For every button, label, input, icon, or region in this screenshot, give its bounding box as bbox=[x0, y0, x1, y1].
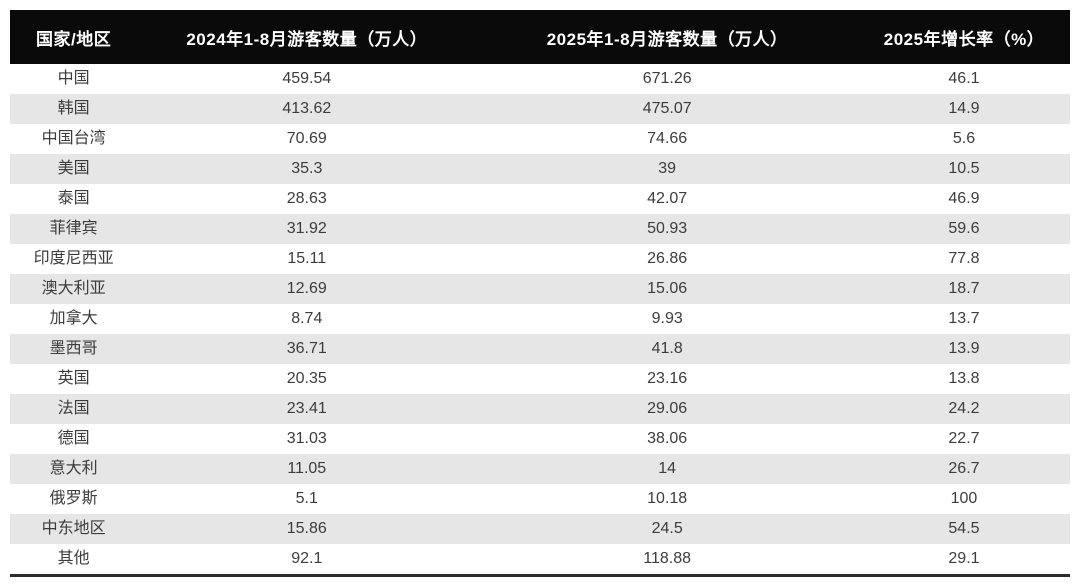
cell-growth-rate: 10.5 bbox=[857, 154, 1070, 184]
cell-region: 菲律宾 bbox=[10, 214, 138, 244]
cell-growth-rate: 13.9 bbox=[857, 334, 1070, 364]
cell-2025-count: 74.66 bbox=[476, 124, 858, 154]
table-row: 泰国 28.63 42.07 46.9 bbox=[10, 184, 1070, 214]
cell-growth-rate: 54.5 bbox=[857, 514, 1070, 544]
table-row: 墨西哥 36.71 41.8 13.9 bbox=[10, 334, 1070, 364]
cell-2025-count: 50.93 bbox=[476, 214, 858, 244]
cell-2024-count: 70.69 bbox=[137, 124, 477, 154]
cell-region: 其他 bbox=[10, 544, 138, 576]
cell-2025-count: 26.86 bbox=[476, 244, 858, 274]
cell-2025-count: 10.18 bbox=[476, 484, 858, 514]
cell-2024-count: 413.62 bbox=[137, 94, 477, 124]
cell-growth-rate: 13.8 bbox=[857, 364, 1070, 394]
cell-region: 澳大利亚 bbox=[10, 274, 138, 304]
cell-2024-count: 15.11 bbox=[137, 244, 477, 274]
cell-2025-count: 41.8 bbox=[476, 334, 858, 364]
cell-2025-count: 29.06 bbox=[476, 394, 858, 424]
cell-2024-count: 31.92 bbox=[137, 214, 477, 244]
cell-2025-count: 38.06 bbox=[476, 424, 858, 454]
table-row: 菲律宾 31.92 50.93 59.6 bbox=[10, 214, 1070, 244]
table-row: 法国 23.41 29.06 24.2 bbox=[10, 394, 1070, 424]
table-row: 中国台湾 70.69 74.66 5.6 bbox=[10, 124, 1070, 154]
cell-region: 泰国 bbox=[10, 184, 138, 214]
cell-2024-count: 11.05 bbox=[137, 454, 477, 484]
cell-2025-count: 475.07 bbox=[476, 94, 858, 124]
table-row: 俄罗斯 5.1 10.18 100 bbox=[10, 484, 1070, 514]
cell-growth-rate: 46.1 bbox=[857, 64, 1070, 94]
table-row: 澳大利亚 12.69 15.06 18.7 bbox=[10, 274, 1070, 304]
cell-2024-count: 8.74 bbox=[137, 304, 477, 334]
cell-2025-count: 671.26 bbox=[476, 64, 858, 94]
cell-region: 英国 bbox=[10, 364, 138, 394]
cell-2024-count: 20.35 bbox=[137, 364, 477, 394]
cell-2025-count: 15.06 bbox=[476, 274, 858, 304]
cell-2025-count: 9.93 bbox=[476, 304, 858, 334]
cell-growth-rate: 46.9 bbox=[857, 184, 1070, 214]
table-row: 德国 31.03 38.06 22.7 bbox=[10, 424, 1070, 454]
table-row: 其他 92.1 118.88 29.1 bbox=[10, 544, 1070, 576]
tourist-table-container: 国家/地区 2024年1-8月游客数量（万人） 2025年1-8月游客数量（万人… bbox=[10, 10, 1070, 577]
table-row: 韩国 413.62 475.07 14.9 bbox=[10, 94, 1070, 124]
table-row: 意大利 11.05 14 26.7 bbox=[10, 454, 1070, 484]
cell-growth-rate: 59.6 bbox=[857, 214, 1070, 244]
table-header: 国家/地区 2024年1-8月游客数量（万人） 2025年1-8月游客数量（万人… bbox=[10, 10, 1070, 64]
cell-region: 法国 bbox=[10, 394, 138, 424]
cell-region: 俄罗斯 bbox=[10, 484, 138, 514]
cell-growth-rate: 29.1 bbox=[857, 544, 1070, 576]
cell-growth-rate: 5.6 bbox=[857, 124, 1070, 154]
table-row: 印度尼西亚 15.11 26.86 77.8 bbox=[10, 244, 1070, 274]
cell-2024-count: 92.1 bbox=[137, 544, 477, 576]
cell-growth-rate: 100 bbox=[857, 484, 1070, 514]
cell-growth-rate: 22.7 bbox=[857, 424, 1070, 454]
cell-region: 美国 bbox=[10, 154, 138, 184]
cell-2025-count: 42.07 bbox=[476, 184, 858, 214]
cell-growth-rate: 13.7 bbox=[857, 304, 1070, 334]
cell-growth-rate: 26.7 bbox=[857, 454, 1070, 484]
cell-region: 墨西哥 bbox=[10, 334, 138, 364]
cell-region: 意大利 bbox=[10, 454, 138, 484]
header-2025-count: 2025年1-8月游客数量（万人） bbox=[476, 10, 858, 64]
cell-2024-count: 35.3 bbox=[137, 154, 477, 184]
cell-region: 中国台湾 bbox=[10, 124, 138, 154]
cell-2025-count: 24.5 bbox=[476, 514, 858, 544]
cell-2024-count: 36.71 bbox=[137, 334, 477, 364]
header-2024-count: 2024年1-8月游客数量（万人） bbox=[137, 10, 477, 64]
cell-region: 加拿大 bbox=[10, 304, 138, 334]
cell-2025-count: 23.16 bbox=[476, 364, 858, 394]
cell-growth-rate: 24.2 bbox=[857, 394, 1070, 424]
cell-region: 中东地区 bbox=[10, 514, 138, 544]
table-row: 加拿大 8.74 9.93 13.7 bbox=[10, 304, 1070, 334]
tourist-data-table: 国家/地区 2024年1-8月游客数量（万人） 2025年1-8月游客数量（万人… bbox=[10, 10, 1070, 577]
cell-region: 印度尼西亚 bbox=[10, 244, 138, 274]
header-region: 国家/地区 bbox=[10, 10, 138, 64]
header-growth-rate: 2025年增长率（%） bbox=[857, 10, 1070, 64]
cell-2024-count: 31.03 bbox=[137, 424, 477, 454]
cell-2024-count: 12.69 bbox=[137, 274, 477, 304]
table-row: 英国 20.35 23.16 13.8 bbox=[10, 364, 1070, 394]
cell-2025-count: 39 bbox=[476, 154, 858, 184]
cell-2025-count: 14 bbox=[476, 454, 858, 484]
cell-region: 中国 bbox=[10, 64, 138, 94]
cell-growth-rate: 18.7 bbox=[857, 274, 1070, 304]
cell-2024-count: 459.54 bbox=[137, 64, 477, 94]
cell-growth-rate: 77.8 bbox=[857, 244, 1070, 274]
table-row: 美国 35.3 39 10.5 bbox=[10, 154, 1070, 184]
table-row: 中东地区 15.86 24.5 54.5 bbox=[10, 514, 1070, 544]
cell-2024-count: 15.86 bbox=[137, 514, 477, 544]
cell-2024-count: 23.41 bbox=[137, 394, 477, 424]
cell-2024-count: 28.63 bbox=[137, 184, 477, 214]
table-body: 中国 459.54 671.26 46.1 韩国 413.62 475.07 14.9 中国台湾… bbox=[10, 64, 1070, 576]
cell-region: 韩国 bbox=[10, 94, 138, 124]
table-row: 中国 459.54 671.26 46.1 bbox=[10, 64, 1070, 94]
cell-2024-count: 5.1 bbox=[137, 484, 477, 514]
cell-2025-count: 118.88 bbox=[476, 544, 858, 576]
header-row: 国家/地区 2024年1-8月游客数量（万人） 2025年1-8月游客数量（万人… bbox=[10, 10, 1070, 64]
cell-region: 德国 bbox=[10, 424, 138, 454]
cell-growth-rate: 14.9 bbox=[857, 94, 1070, 124]
